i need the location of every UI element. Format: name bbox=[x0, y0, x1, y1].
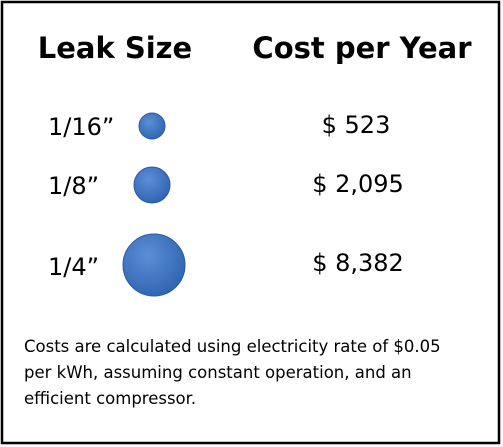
cost: $ 2,095 bbox=[312, 170, 404, 198]
leak-size: 1/4” bbox=[48, 253, 99, 281]
leak-circle bbox=[122, 233, 186, 297]
footnote-line: efficient compressor. bbox=[24, 389, 196, 408]
header-leak-size: Leak Size bbox=[38, 31, 192, 65]
leak-circle bbox=[133, 166, 171, 204]
cost: $ 8,382 bbox=[312, 249, 404, 277]
leak-size: 1/8” bbox=[48, 172, 99, 200]
leak-circle bbox=[138, 112, 166, 140]
header-cost: Cost per Year bbox=[252, 31, 472, 65]
footnote-line: Costs are calculated using electricity r… bbox=[24, 337, 441, 356]
leak-size: 1/16” bbox=[48, 113, 114, 141]
footnote-line: per kWh, assuming constant operation, an… bbox=[24, 363, 412, 382]
cost: $ 523 bbox=[322, 111, 391, 139]
